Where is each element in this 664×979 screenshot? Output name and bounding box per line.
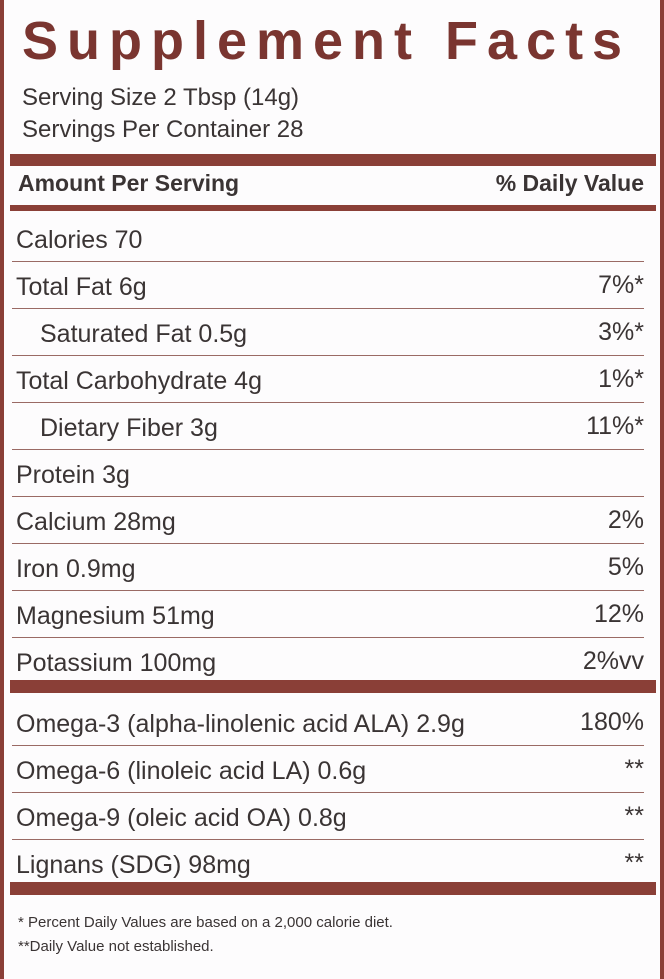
header-bar <box>10 205 656 211</box>
row-divider <box>12 590 644 591</box>
row-divider <box>12 496 644 497</box>
border-left <box>0 0 4 979</box>
servings-per-container: Servings Per Container 28 <box>22 116 304 143</box>
nutrient-name: Lignans (SDG) 98mg <box>16 851 251 879</box>
nutrient-name: Potassium 100mg <box>16 649 217 677</box>
daily-value: ** <box>624 849 644 877</box>
row-divider <box>12 261 644 262</box>
daily-value: ** <box>624 802 644 830</box>
nutrient-name: Total Carbohydrate 4g <box>16 367 262 395</box>
daily-value: 12% <box>593 600 644 628</box>
daily-value: 1%* <box>598 365 644 393</box>
daily-value: 3%* <box>598 318 644 346</box>
row-divider <box>12 745 644 746</box>
nutrient-name: Protein 3g <box>16 461 130 489</box>
amount-header: Amount Per Serving <box>18 170 240 196</box>
footnote: **Daily Value not established. <box>18 938 214 955</box>
daily-value: 5% <box>607 553 644 581</box>
nutrient-name: Calcium 28mg <box>16 508 176 536</box>
daily-value: 11%* <box>586 412 644 440</box>
nutrient-name: Dietary Fiber 3g <box>40 414 218 442</box>
daily-value: 180% <box>580 708 644 736</box>
thick-bar <box>10 882 656 895</box>
nutrient-name: Iron 0.9mg <box>16 555 136 583</box>
footnote: * Percent Daily Values are based on a 2,… <box>18 914 393 931</box>
nutrient-name: Omega-3 (alpha-linolenic acid ALA) 2.9g <box>16 710 465 738</box>
thick-bar <box>10 154 656 166</box>
row-divider <box>12 839 644 840</box>
row-divider <box>12 308 644 309</box>
serving-size: Serving Size 2 Tbsp (14g) <box>22 84 300 111</box>
nutrient-name: Magnesium 51mg <box>16 602 215 630</box>
border-right <box>660 0 664 979</box>
title: Supplement Facts <box>22 11 632 71</box>
row-divider <box>12 402 644 403</box>
nutrient-name: Omega-6 (linoleic acid LA) 0.6g <box>16 757 367 785</box>
daily-value-header: % Daily Value <box>495 170 644 196</box>
row-divider <box>12 637 644 638</box>
daily-value: 2% <box>607 506 644 534</box>
row-divider <box>12 449 644 450</box>
row-divider <box>12 355 644 356</box>
daily-value: ** <box>624 755 644 783</box>
daily-value: 7%* <box>598 271 644 299</box>
nutrient-name: Omega-9 (oleic acid OA) 0.8g <box>16 804 347 832</box>
daily-value: 2%vv <box>582 647 644 675</box>
row-divider <box>12 543 644 544</box>
nutrient-name: Total Fat 6g <box>16 273 147 301</box>
row-divider <box>12 792 644 793</box>
nutrient-name: Saturated Fat 0.5g <box>40 320 248 348</box>
nutrient-name: Calories 70 <box>16 226 143 254</box>
thick-bar <box>10 680 656 693</box>
